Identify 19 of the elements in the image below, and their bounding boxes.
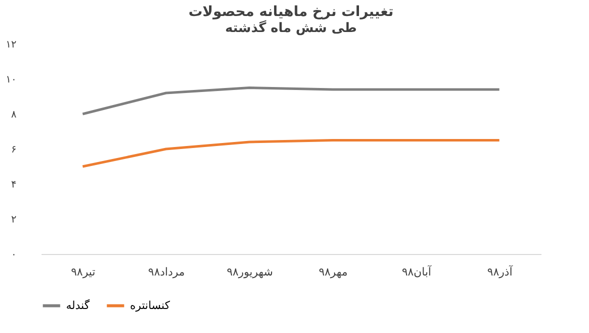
y-tick-label: ۴ bbox=[11, 180, 16, 190]
legend-label: کنسانتره bbox=[130, 298, 171, 312]
chart-subtitle: طی شش ماه گذشته bbox=[225, 20, 357, 36]
x-tick-label: شهریور۹۸ bbox=[226, 266, 273, 278]
legend-label: گندله bbox=[66, 298, 90, 312]
x-tick-label: آبان۹۸ bbox=[402, 264, 432, 278]
x-tick-label: تیر۹۸ bbox=[71, 266, 96, 278]
chart-title: تغییرات نرخ ماهیانه محصولات bbox=[188, 4, 394, 20]
y-tick-label: ۱۰ bbox=[6, 74, 16, 86]
line-series bbox=[81, 139, 501, 168]
line-series bbox=[81, 86, 501, 116]
x-tick-label: آذر۹۸ bbox=[487, 264, 514, 278]
y-tick-label: ۱۲ bbox=[6, 40, 16, 50]
x-tick-label: مهر۹۸ bbox=[318, 266, 348, 278]
y-tick-label: ۶ bbox=[11, 144, 16, 156]
x-tick-label: مرداد۹۸ bbox=[148, 266, 185, 278]
y-tick-label: ۸ bbox=[11, 110, 18, 120]
y-tick-label: ۲ bbox=[11, 214, 16, 226]
y-tick-label: ۰ bbox=[11, 250, 16, 260]
